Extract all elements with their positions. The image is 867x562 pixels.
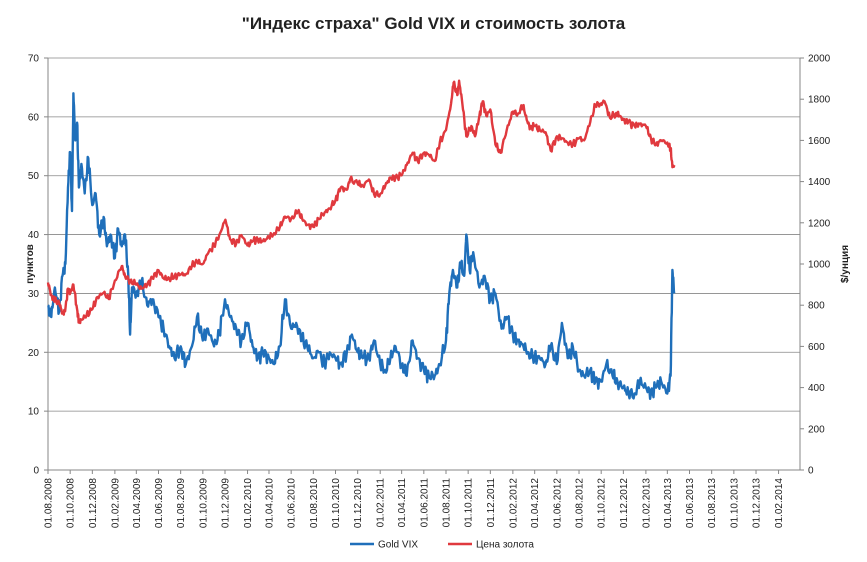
- y-right-tick-label: 400: [808, 383, 825, 394]
- x-tick-label: 01.04.2009: [132, 478, 143, 528]
- series-lines: [46, 79, 676, 400]
- x-tick-label: 01.08.2012: [575, 478, 586, 528]
- x-tick-label: 01.02.2009: [110, 478, 121, 528]
- y-right-axis-title: $/унция: [840, 245, 851, 283]
- y-right-tick-label: 800: [808, 301, 825, 312]
- x-tick-label: 01.08.2013: [707, 478, 718, 528]
- x-tick-label: 01.04.2012: [530, 478, 541, 528]
- y-left-tick-label: 0: [33, 466, 39, 477]
- legend-gold-price-label: Цена золота: [476, 540, 534, 551]
- y-right-tick-label: 1600: [808, 136, 831, 147]
- x-tick-label: 01.04.2011: [397, 478, 408, 528]
- y-left-tick-label: 10: [28, 407, 40, 418]
- y-right-tick-label: 600: [808, 342, 825, 353]
- x-tick-label: 01.02.2013: [641, 478, 652, 528]
- x-tick-label: 01.08.2010: [309, 478, 320, 528]
- y-left-tick-label: 40: [28, 230, 40, 241]
- x-tick-label: 01.10.2010: [331, 478, 342, 528]
- gold-vix-line: [47, 92, 676, 400]
- x-tick-label: 01.06.2010: [287, 478, 298, 528]
- x-tick-label: 01.08.2009: [176, 478, 187, 528]
- y-left-tick-label: 50: [28, 171, 40, 182]
- x-tick-label: 01.12.2008: [88, 478, 99, 528]
- y-left-tick-label: 60: [28, 112, 40, 123]
- x-tick-label: 01.10.2008: [66, 478, 77, 528]
- x-tick-label: 01.10.2013: [729, 478, 740, 528]
- x-tick-label: 01.12.2013: [752, 478, 763, 528]
- y-right-tick-label: 0: [808, 466, 814, 477]
- y-left-tick-label: 20: [28, 348, 40, 359]
- x-tick-label: 01.10.2012: [597, 478, 608, 528]
- x-tick-label: 01.02.2010: [243, 478, 254, 528]
- x-tick-label: 01.02.2014: [774, 478, 785, 528]
- x-tick-label: 01.02.2012: [508, 478, 519, 528]
- x-tick-label: 01.10.2011: [464, 478, 475, 528]
- x-tick-label: 01.06.2013: [685, 478, 696, 528]
- x-tick-label: 01.04.2010: [264, 478, 275, 528]
- y-right-tick-label: 1800: [808, 95, 831, 106]
- x-tick-label: 01.06.2012: [552, 478, 563, 528]
- x-tick-label: 01.04.2013: [663, 478, 674, 528]
- x-tick-label: 01.06.2009: [154, 478, 165, 528]
- x-tick-label: 01.08.2008: [44, 478, 55, 528]
- y-left-tick-label: 30: [28, 289, 40, 300]
- chart-title: "Индекс страха" Gold VIX и стоимость зол…: [241, 14, 626, 33]
- y-right-tick-label: 1400: [808, 177, 831, 188]
- x-tick-label: 01.12.2012: [619, 478, 630, 528]
- legend: Gold VIX Цена золота: [350, 540, 534, 551]
- y-right-tick-label: 1000: [808, 260, 831, 271]
- legend-gold-vix-label: Gold VIX: [378, 540, 418, 551]
- x-tick-label: 01.12.2011: [486, 478, 497, 528]
- tick-labels: 0 10 20 30 40 50 60 70 0 200 400 600 800 1000 1200 1400…: [25, 54, 851, 529]
- y-right-tick-label: 200: [808, 424, 825, 435]
- x-tick-label: 01.12.2010: [353, 478, 364, 528]
- x-tick-label: 01.02.2011: [376, 478, 387, 528]
- gold-price-line: [46, 79, 676, 325]
- y-left-axis-title: пунктов: [25, 244, 36, 284]
- y-right-tick-label: 1200: [808, 218, 831, 229]
- y-left-tick-label: 70: [28, 54, 40, 65]
- x-tick-label: 01.12.2009: [221, 478, 232, 528]
- x-tick-label: 01.08.2011: [441, 478, 452, 528]
- grid-lines: [48, 57, 800, 471]
- x-tick-label: 01.06.2011: [419, 478, 430, 528]
- y-right-tick-label: 2000: [808, 54, 831, 65]
- axes: [44, 57, 804, 474]
- x-tick-label: 01.10.2009: [198, 478, 209, 528]
